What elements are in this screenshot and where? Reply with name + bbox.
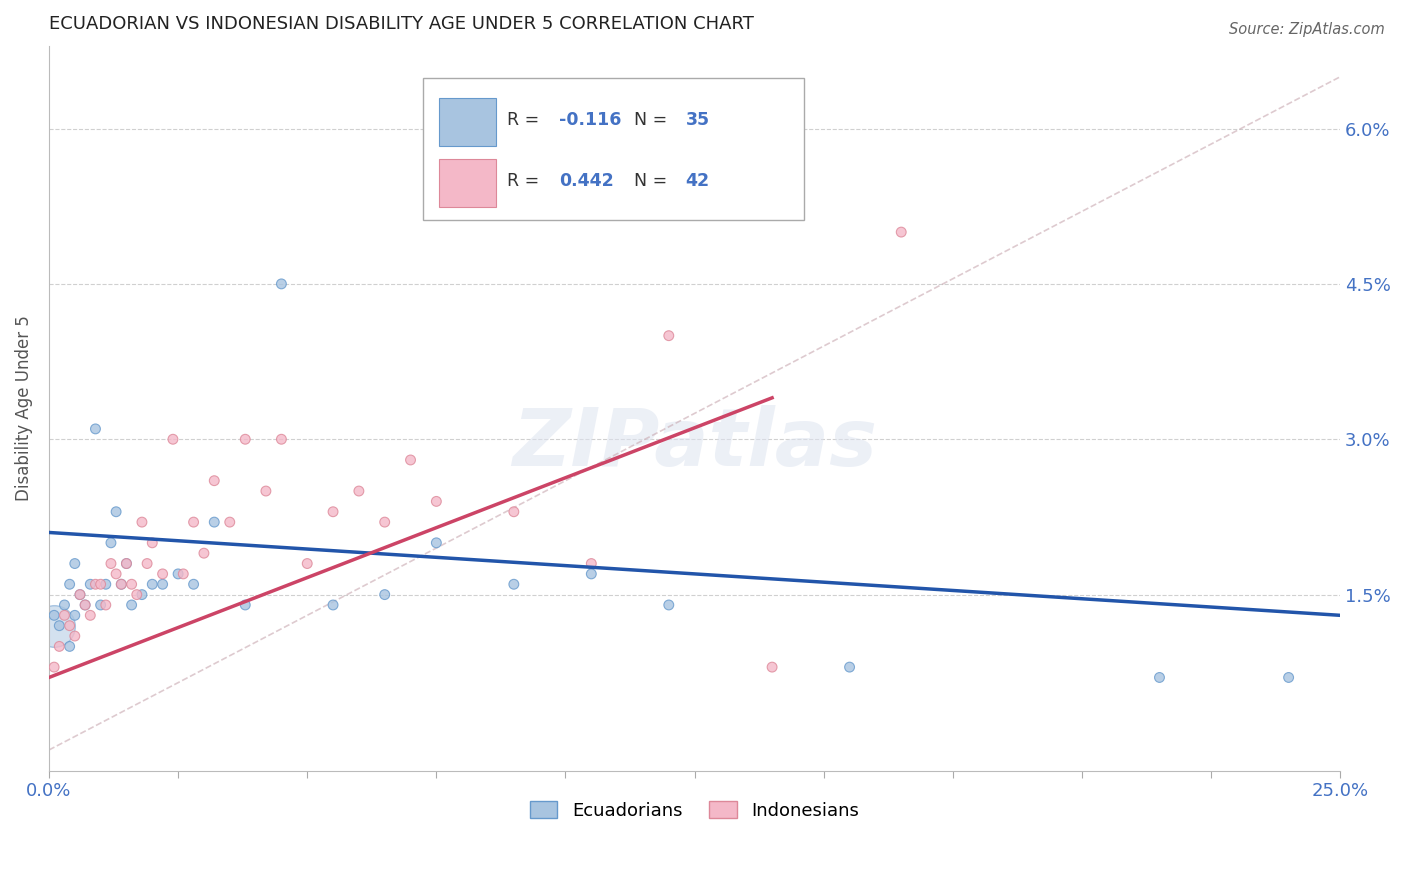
- Text: ZIPatlas: ZIPatlas: [512, 406, 877, 483]
- Point: [890, 225, 912, 239]
- Text: Source: ZipAtlas.com: Source: ZipAtlas.com: [1229, 22, 1385, 37]
- FancyBboxPatch shape: [439, 98, 496, 145]
- Point: [1278, 671, 1301, 685]
- Point: [94, 577, 117, 591]
- Point: [69, 588, 91, 602]
- Text: N =: N =: [634, 111, 672, 128]
- Point: [838, 660, 860, 674]
- Y-axis label: Disability Age Under 5: Disability Age Under 5: [15, 315, 32, 501]
- Point: [59, 577, 82, 591]
- Point: [141, 536, 163, 550]
- Point: [152, 566, 174, 581]
- Point: [141, 577, 163, 591]
- Point: [425, 494, 447, 508]
- Point: [105, 566, 128, 581]
- Point: [183, 577, 205, 591]
- Point: [581, 557, 603, 571]
- Point: [75, 598, 97, 612]
- Point: [90, 598, 112, 612]
- Point: [44, 660, 66, 674]
- Point: [233, 598, 256, 612]
- Point: [121, 577, 143, 591]
- Point: [162, 432, 184, 446]
- Point: [110, 577, 132, 591]
- Point: [75, 598, 97, 612]
- Point: [322, 505, 344, 519]
- Point: [502, 505, 524, 519]
- Point: [233, 432, 256, 446]
- Point: [59, 640, 82, 654]
- Point: [59, 618, 82, 632]
- Point: [136, 557, 159, 571]
- Point: [69, 588, 91, 602]
- Point: [63, 608, 86, 623]
- Text: 0.442: 0.442: [560, 172, 614, 190]
- Point: [761, 660, 783, 674]
- Point: [84, 422, 107, 436]
- Point: [218, 515, 240, 529]
- Point: [374, 588, 396, 602]
- Point: [125, 588, 148, 602]
- Point: [270, 432, 292, 446]
- Point: [115, 557, 138, 571]
- Point: [152, 577, 174, 591]
- Point: [172, 566, 194, 581]
- Point: [270, 277, 292, 291]
- Text: R =: R =: [508, 172, 546, 190]
- Point: [425, 536, 447, 550]
- Legend: Ecuadorians, Indonesians: Ecuadorians, Indonesians: [523, 794, 866, 827]
- Point: [105, 505, 128, 519]
- Point: [115, 557, 138, 571]
- Point: [374, 515, 396, 529]
- Point: [79, 608, 101, 623]
- Point: [121, 598, 143, 612]
- Point: [399, 453, 422, 467]
- Point: [100, 557, 122, 571]
- Point: [451, 184, 474, 198]
- Point: [297, 557, 319, 571]
- Point: [100, 536, 122, 550]
- Text: 42: 42: [686, 172, 710, 190]
- Text: R =: R =: [508, 111, 546, 128]
- Point: [193, 546, 215, 560]
- Point: [90, 577, 112, 591]
- FancyBboxPatch shape: [439, 160, 496, 207]
- Point: [502, 577, 524, 591]
- Text: ECUADORIAN VS INDONESIAN DISABILITY AGE UNDER 5 CORRELATION CHART: ECUADORIAN VS INDONESIAN DISABILITY AGE …: [49, 15, 754, 33]
- Point: [63, 557, 86, 571]
- Point: [1149, 671, 1171, 685]
- Point: [202, 474, 225, 488]
- Point: [322, 598, 344, 612]
- Point: [658, 598, 681, 612]
- Point: [183, 515, 205, 529]
- Point: [202, 515, 225, 529]
- Point: [581, 566, 603, 581]
- Point: [131, 515, 153, 529]
- Text: N =: N =: [634, 172, 672, 190]
- Point: [131, 588, 153, 602]
- Point: [110, 577, 132, 591]
- Point: [658, 328, 681, 343]
- Text: 35: 35: [686, 111, 710, 128]
- Point: [44, 618, 66, 632]
- Point: [347, 483, 370, 498]
- Point: [84, 577, 107, 591]
- Point: [94, 598, 117, 612]
- Point: [53, 608, 76, 623]
- Point: [167, 566, 190, 581]
- FancyBboxPatch shape: [423, 78, 804, 219]
- Point: [44, 608, 66, 623]
- Text: -0.116: -0.116: [560, 111, 621, 128]
- Point: [48, 640, 70, 654]
- Point: [79, 577, 101, 591]
- Point: [63, 629, 86, 643]
- Point: [48, 618, 70, 632]
- Point: [254, 483, 277, 498]
- Point: [53, 598, 76, 612]
